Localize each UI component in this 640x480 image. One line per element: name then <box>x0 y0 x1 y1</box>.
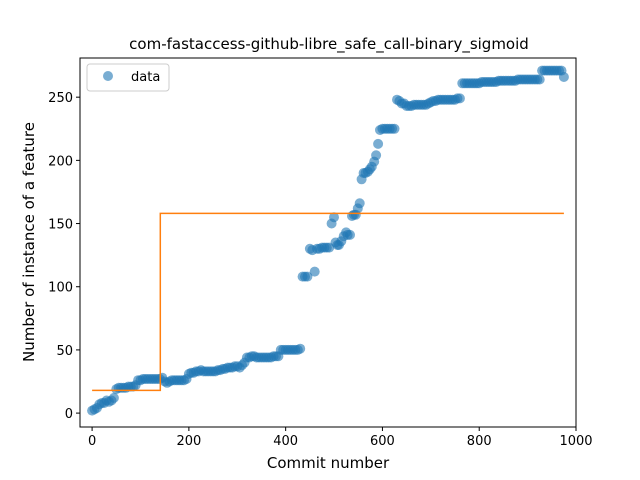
data-point <box>534 74 545 85</box>
x-tick-label: 400 <box>273 434 298 449</box>
plot-area <box>87 65 569 416</box>
y-tick-label: 50 <box>56 344 73 359</box>
data-point <box>295 343 306 354</box>
step-line <box>92 212 564 392</box>
y-tick-label: 200 <box>48 154 73 169</box>
data-point <box>309 266 320 277</box>
legend: data <box>86 63 170 92</box>
data-point <box>371 150 382 161</box>
data-point <box>329 212 339 223</box>
y-tick-label: 150 <box>48 218 73 233</box>
legend-marker <box>103 71 113 81</box>
x-axis: 0 200 400 600 800 1000 <box>88 427 593 449</box>
x-tick-label: 0 <box>88 434 96 449</box>
chart-title: com-fastaccess-github-libre_safe_call-bi… <box>129 35 529 54</box>
data-point <box>373 138 384 149</box>
data-point <box>558 72 569 82</box>
y-tick-label: 0 <box>65 407 73 422</box>
data-point <box>345 229 355 240</box>
data-point <box>108 392 119 403</box>
plot-frame <box>79 57 577 428</box>
y-axis-label: Number of instance of a feature <box>20 122 38 362</box>
x-axis-label: Commit number <box>267 454 390 472</box>
y-tick-label: 250 <box>48 91 73 106</box>
x-tick-label: 800 <box>467 434 492 449</box>
legend-box <box>86 63 170 92</box>
x-tick-label: 1000 <box>559 434 592 449</box>
legend-label-data: data <box>131 70 160 85</box>
x-tick-label: 600 <box>370 434 395 449</box>
data-point <box>354 198 365 209</box>
data-point <box>302 271 313 282</box>
y-axis: 0 50 100 150 200 250 <box>48 91 80 422</box>
data-point <box>389 123 400 134</box>
y-tick-label: 100 <box>48 281 73 296</box>
data-point <box>454 93 465 104</box>
x-tick-label: 200 <box>176 434 201 449</box>
